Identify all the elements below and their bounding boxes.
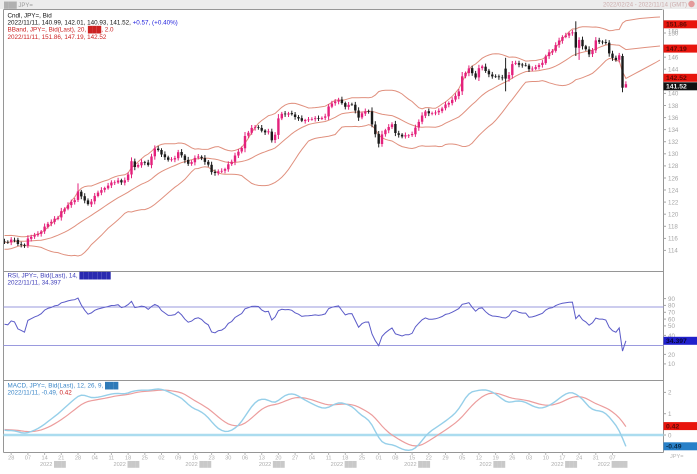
svg-text:2022 ███: 2022 ███ <box>331 460 357 468</box>
svg-text:2: 2 <box>668 390 672 397</box>
svg-text:1: 1 <box>668 411 672 418</box>
svg-text:25: 25 <box>142 456 148 462</box>
svg-text:140: 140 <box>668 91 679 98</box>
svg-text:0.42: 0.42 <box>666 424 679 431</box>
svg-text:JPY=: JPY= <box>670 454 684 460</box>
svg-text:RSI, JPY=, Bid(Last), 14, ████: RSI, JPY=, Bid(Last), 14, ███████ <box>8 271 112 279</box>
svg-text:06: 06 <box>242 456 248 462</box>
svg-text:2022/11/11, 34.397: 2022/11/11, 34.397 <box>8 280 62 287</box>
svg-text:-0.49: -0.49 <box>666 444 682 451</box>
svg-text:07: 07 <box>25 456 31 462</box>
svg-text:146: 146 <box>668 55 679 62</box>
svg-text:05: 05 <box>459 456 465 462</box>
svg-text:130: 130 <box>668 151 679 158</box>
svg-text:10: 10 <box>543 456 549 462</box>
svg-text:15: 15 <box>409 456 415 462</box>
svg-text:29: 29 <box>442 456 448 462</box>
svg-text:134: 134 <box>668 127 679 134</box>
svg-text:04: 04 <box>309 456 315 462</box>
svg-text:2022/11/11, 140.99, 142.01, 14: 2022/11/11, 140.99, 142.01, 140.93, 141.… <box>8 20 178 27</box>
svg-text:08: 08 <box>392 456 398 462</box>
svg-text:23: 23 <box>208 456 214 462</box>
svg-text:20: 20 <box>668 352 675 359</box>
svg-text:132: 132 <box>668 139 679 146</box>
svg-text:2022 ███: 2022 ███ <box>479 460 505 468</box>
svg-text:141.52: 141.52 <box>666 84 687 91</box>
svg-text:138: 138 <box>668 103 679 110</box>
svg-text:27: 27 <box>292 456 298 462</box>
svg-text:142.52: 142.52 <box>666 75 687 82</box>
svg-text:16: 16 <box>192 456 198 462</box>
svg-text:17: 17 <box>559 456 565 462</box>
svg-text:116: 116 <box>668 236 678 243</box>
svg-text:147.19: 147.19 <box>666 46 687 53</box>
svg-text:144: 144 <box>668 67 679 74</box>
svg-text:Cndl, JPY=, Bid: Cndl, JPY=, Bid <box>8 12 53 19</box>
svg-text:24: 24 <box>576 456 582 462</box>
svg-text:21: 21 <box>58 456 64 462</box>
svg-text:28: 28 <box>75 456 81 462</box>
svg-text:151.86: 151.86 <box>666 22 687 29</box>
svg-text:2022 ███: 2022 ███ <box>185 460 211 468</box>
svg-text:128: 128 <box>668 163 679 170</box>
svg-text:31: 31 <box>593 456 599 462</box>
svg-text:03: 03 <box>526 456 532 462</box>
svg-text:2022 ████: 2022 ████ <box>598 460 628 468</box>
svg-text:26: 26 <box>509 456 515 462</box>
svg-text:30: 30 <box>225 456 231 462</box>
svg-text:2022 ███: 2022 ███ <box>551 460 577 468</box>
svg-text:02: 02 <box>158 456 164 462</box>
svg-text:19: 19 <box>492 456 498 462</box>
svg-text:18: 18 <box>125 456 131 462</box>
svg-text:13: 13 <box>259 456 265 462</box>
svg-text:01: 01 <box>376 456 382 462</box>
svg-text:2022 ███: 2022 ███ <box>404 460 430 468</box>
svg-text:22: 22 <box>426 456 432 462</box>
svg-text:20: 20 <box>275 456 281 462</box>
svg-text:11: 11 <box>326 456 332 462</box>
svg-text:07: 07 <box>609 456 615 462</box>
svg-text:34.397: 34.397 <box>666 338 687 345</box>
svg-text:09: 09 <box>175 456 181 462</box>
svg-text:2022/11/11, 151.86, 147.19, 14: 2022/11/11, 151.86, 147.19, 142.52 <box>8 34 107 41</box>
svg-text:28: 28 <box>8 456 14 462</box>
svg-text:118: 118 <box>668 224 678 231</box>
svg-text:14: 14 <box>41 456 47 462</box>
svg-text:12: 12 <box>476 456 482 462</box>
svg-text:0: 0 <box>668 432 672 439</box>
svg-text:2022 ███: 2022 ███ <box>40 460 66 468</box>
svg-text:2022 ███: 2022 ███ <box>113 460 139 468</box>
svg-text:2022 ███: 2022 ███ <box>259 460 285 468</box>
svg-text:122: 122 <box>668 199 679 206</box>
svg-text:124: 124 <box>668 187 679 194</box>
svg-text:BBand, JPY=, Bid(Last), 20, ██: BBand, JPY=, Bid(Last), 20, ███, 2.0 <box>8 26 114 34</box>
svg-text:120: 120 <box>668 212 679 219</box>
svg-text:114: 114 <box>668 248 678 255</box>
svg-text:150: 150 <box>668 29 679 36</box>
svg-text:2022/11/11, -0.49, 0.42: 2022/11/11, -0.49, 0.42 <box>8 390 73 397</box>
svg-text:18: 18 <box>342 456 348 462</box>
svg-text:2022/02/24 - 2022/11/14 (GMT): 2022/02/24 - 2022/11/14 (GMT) <box>603 3 687 9</box>
svg-text:126: 126 <box>668 175 679 182</box>
svg-text:MACD, JPY=, Bid(Last), 12, 26,: MACD, JPY=, Bid(Last), 12, 26, 9, ███ <box>8 382 119 390</box>
svg-text:25: 25 <box>359 456 365 462</box>
svg-text:11: 11 <box>108 456 114 462</box>
svg-text:███ JPY=: ███ JPY= <box>4 1 33 9</box>
svg-text:10: 10 <box>668 361 675 368</box>
svg-text:136: 136 <box>668 115 679 122</box>
svg-text:04: 04 <box>92 456 98 462</box>
svg-text:50: 50 <box>668 323 675 330</box>
